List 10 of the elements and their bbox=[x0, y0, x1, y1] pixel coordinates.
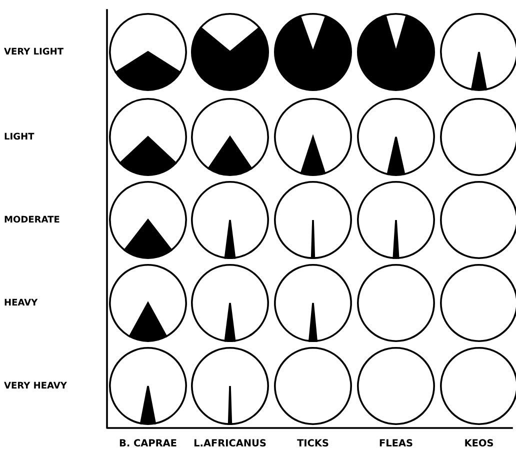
text: KEOS bbox=[465, 439, 494, 447]
text: MODERATE bbox=[4, 216, 60, 223]
text: LIGHT bbox=[4, 132, 34, 140]
text: FLEAS bbox=[380, 439, 412, 447]
text: HEAVY bbox=[4, 298, 38, 306]
text: TICKS bbox=[297, 439, 328, 447]
text: VERY HEAVY bbox=[4, 382, 67, 388]
text: B. CAPRAE bbox=[120, 439, 176, 447]
text: VERY LIGHT bbox=[4, 48, 64, 55]
text: L.AFRICANUS bbox=[194, 439, 266, 447]
